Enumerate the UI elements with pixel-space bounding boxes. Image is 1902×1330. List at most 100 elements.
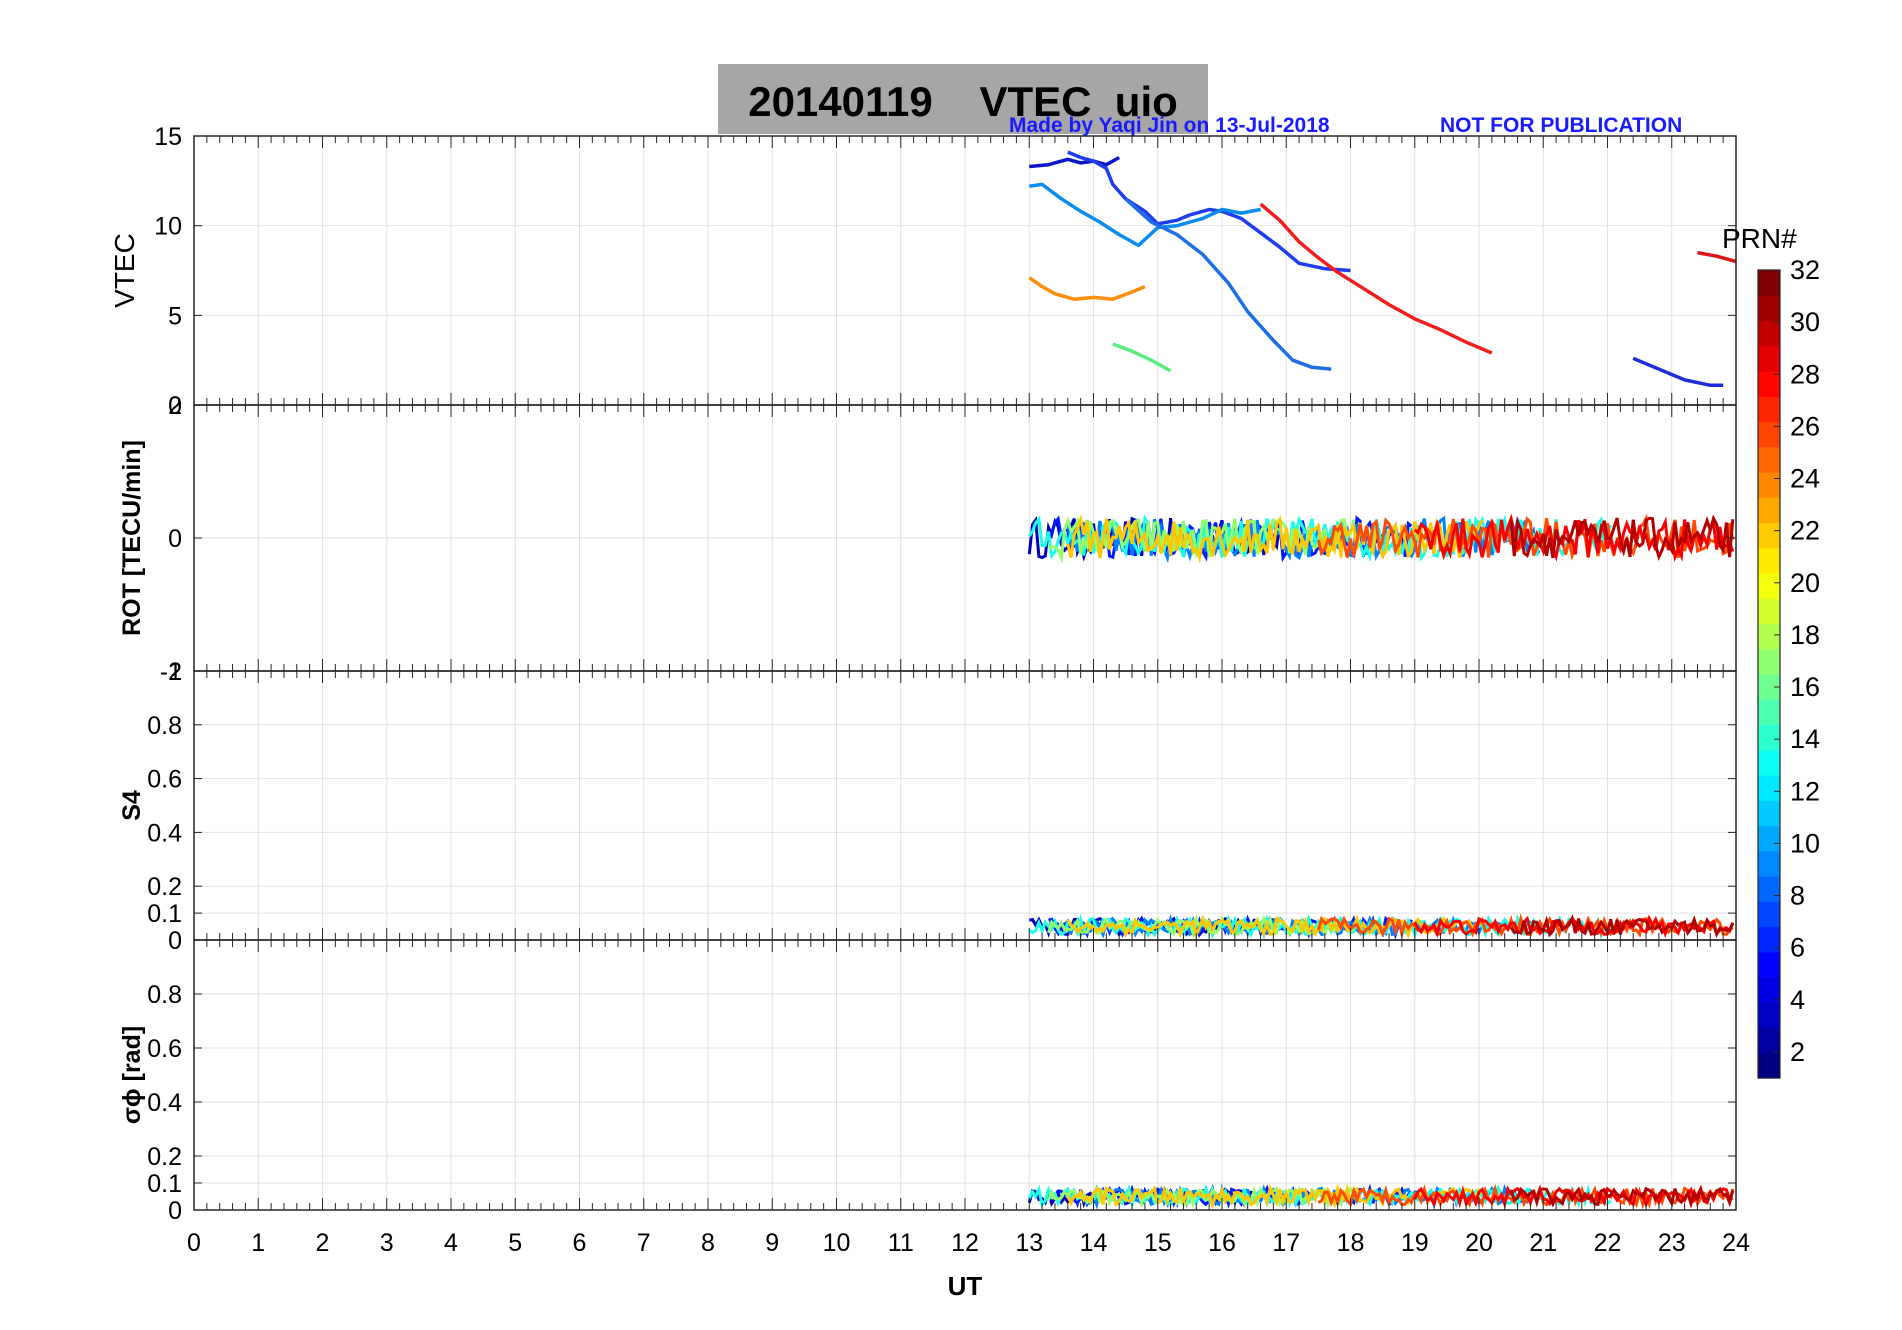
y-tick-label: 0 (168, 927, 182, 955)
scatter-trace (1047, 1184, 1355, 1210)
scatter-trace (1413, 513, 1735, 563)
vtec-series-line (1697, 250, 1737, 264)
x-tick-label: 10 (823, 1229, 851, 1257)
colorbar-tick-label: 30 (1790, 307, 1820, 337)
scatter-trace (1317, 1183, 1735, 1210)
y-axis-label: σϕ [rad] (118, 1026, 146, 1124)
vtec-series-line (1112, 342, 1172, 373)
colorbar-cell (1758, 345, 1780, 372)
colorbar-tick-label: 8 (1790, 881, 1805, 911)
y-tick-label: 0.1 (147, 900, 182, 928)
y-tick-label: 0.1 (147, 1170, 182, 1198)
colorbar-cell (1758, 977, 1780, 1003)
x-tick-label: 20 (1465, 1229, 1493, 1257)
colorbar-frame (1757, 269, 1781, 1079)
y-tick-label: 0.8 (147, 981, 182, 1009)
x-tick-label: 2 (316, 1229, 330, 1257)
scatter-trace (1509, 913, 1735, 939)
colorbar-cell (1758, 825, 1780, 852)
y-tick-label: 0.8 (147, 712, 182, 740)
y-tick-label: 0 (168, 392, 182, 420)
notice-text: NOT FOR PUBLICATION (1440, 114, 1683, 137)
colorbar-tick-label: 6 (1790, 933, 1805, 963)
vtec-series-line (1029, 182, 1261, 248)
colorbar-cell (1758, 749, 1780, 776)
x-axis-label: UT (948, 1271, 983, 1301)
colorbar-tick-label: 24 (1790, 464, 1820, 494)
colorbar-cell (1758, 522, 1780, 549)
vtec-series-line (1259, 202, 1493, 355)
y-tick-label: 5 (168, 302, 182, 330)
colorbar-cell (1758, 573, 1780, 599)
colorbar-tick-label: 12 (1790, 776, 1820, 806)
colorbar-title: PRN# (1722, 223, 1797, 254)
x-tick-label: 16 (1208, 1229, 1236, 1257)
colorbar-cell (1758, 295, 1780, 322)
x-tick-label: 15 (1144, 1229, 1172, 1257)
colorbar-cell (1758, 876, 1780, 902)
vtec-series-line (1632, 356, 1724, 388)
colorbar-cell (1758, 699, 1780, 726)
y-axis-label: ROT [TECU/min] (118, 440, 146, 636)
x-tick-label: 19 (1401, 1229, 1429, 1257)
x-tick-label: 5 (508, 1229, 522, 1257)
x-tick-label: 4 (444, 1229, 458, 1257)
x-tick-label: 23 (1658, 1229, 1686, 1257)
y-axis-label: VTEC (109, 233, 140, 308)
x-tick-label: 12 (951, 1229, 979, 1257)
colorbar-cell (1758, 1052, 1780, 1079)
colorbar-cell (1758, 598, 1780, 625)
colorbar-cell (1758, 800, 1780, 827)
y-tick-label: -2 (160, 658, 182, 686)
title-box (718, 64, 1208, 134)
y-tick-label: 0 (168, 1197, 182, 1225)
x-tick-label: 14 (1080, 1229, 1108, 1257)
x-tick-label: 6 (573, 1229, 587, 1257)
colorbar-cell (1758, 674, 1780, 700)
y-tick-label: 0.4 (147, 819, 182, 847)
y-tick-label: 2 (168, 392, 182, 420)
x-tick-label: 1 (251, 1229, 265, 1257)
colorbar-cell (1758, 623, 1780, 650)
y-tick-label: 0.4 (147, 1089, 182, 1117)
x-tick-label: 3 (380, 1229, 394, 1257)
x-tick-label: 9 (765, 1229, 779, 1257)
colorbar-cell (1758, 497, 1780, 524)
credit-text: Made by Yaqi Jin on 13-Jul-2018 (1009, 114, 1330, 137)
colorbar-cell (1758, 371, 1780, 397)
colorbar-tick-label: 10 (1790, 828, 1820, 858)
vtec-series-line (1124, 197, 1332, 371)
x-tick-label: 18 (1337, 1229, 1365, 1257)
colorbar-tick-label: 16 (1790, 672, 1820, 702)
colorbar-tick-label: 2 (1790, 1037, 1805, 1067)
colorbar-cell (1758, 850, 1780, 877)
colorbar-cell (1758, 648, 1780, 675)
colorbar-tick-label: 14 (1790, 724, 1820, 754)
scatter-trace (1509, 514, 1735, 562)
colorbar-tick-label: 4 (1790, 985, 1805, 1015)
x-tick-label: 13 (1015, 1229, 1043, 1257)
x-tick-label: 17 (1272, 1229, 1300, 1257)
x-tick-label: 8 (701, 1229, 715, 1257)
colorbar-cell (1758, 472, 1780, 498)
x-tick-label: 24 (1722, 1229, 1750, 1257)
y-tick-label: 15 (154, 123, 182, 151)
colorbar-cell (1758, 547, 1780, 574)
colorbar-tick-label: 32 (1790, 255, 1820, 285)
y-tick-label: 1 (168, 658, 182, 686)
y-tick-label: 0.2 (147, 1143, 182, 1171)
vtec-series-line (1029, 155, 1121, 169)
colorbar-tick-label: 26 (1790, 411, 1820, 441)
x-tick-label: 11 (888, 1229, 914, 1257)
y-tick-label: 0.6 (147, 766, 182, 794)
x-tick-label: 22 (1594, 1229, 1622, 1257)
colorbar-cell (1758, 724, 1780, 751)
colorbar-cell (1758, 421, 1780, 448)
chart-title: 20140119 VTEC uio (748, 78, 1178, 125)
colorbar-cell (1758, 1002, 1780, 1029)
y-tick-label: 0.2 (147, 873, 182, 901)
x-tick-label: 21 (1529, 1229, 1557, 1257)
y-tick-label: 10 (154, 213, 182, 241)
colorbar-cell (1758, 1027, 1780, 1054)
